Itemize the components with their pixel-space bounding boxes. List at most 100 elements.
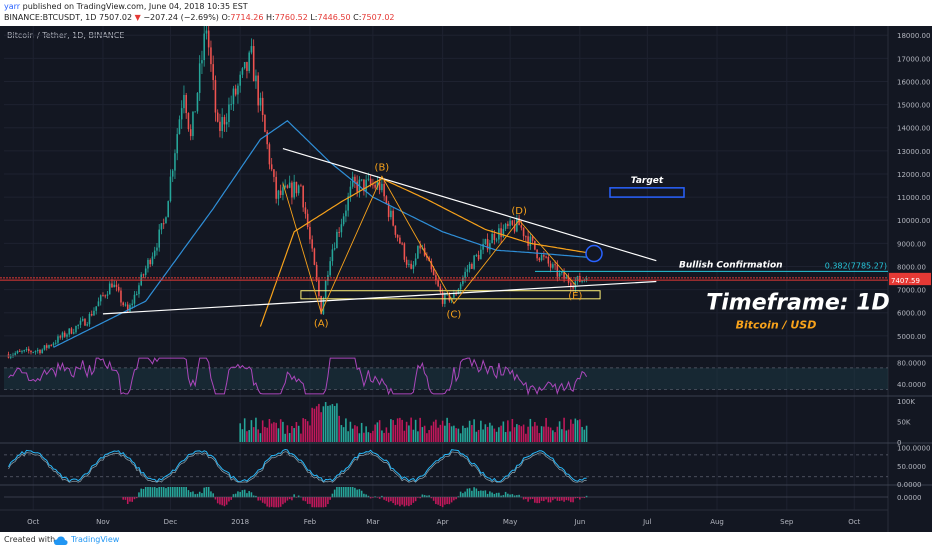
candle-body xyxy=(356,181,358,192)
volume-bar xyxy=(376,422,379,442)
volume-bar xyxy=(471,425,473,442)
volume-bar xyxy=(509,431,511,442)
macd-histogram-bar xyxy=(183,487,185,498)
candle-body xyxy=(448,293,451,301)
macd-histogram-bar xyxy=(450,497,453,503)
macd-histogram-bar xyxy=(372,497,374,498)
macd-histogram-bar xyxy=(516,495,518,498)
volume-bar xyxy=(405,421,408,442)
macd-histogram-bar xyxy=(403,497,406,507)
candle-body xyxy=(464,271,466,278)
candle-body xyxy=(480,249,482,260)
macd-histogram-bar xyxy=(228,497,230,502)
candle-body xyxy=(342,216,345,225)
candle-body xyxy=(149,259,151,265)
moving-average-blue xyxy=(53,120,587,348)
volume-bar xyxy=(291,426,293,442)
candle-body xyxy=(257,75,259,106)
candle-body xyxy=(50,345,53,347)
candle-body xyxy=(93,310,95,316)
chart-area[interactable]: Bitcoin / Tether, 1D, BINANCE 18000.00 170… xyxy=(0,26,932,532)
macd-histogram-bar xyxy=(489,491,491,498)
author-link[interactable]: yarr xyxy=(4,2,21,11)
macd-histogram-bar xyxy=(351,487,354,498)
macd-histogram-bar xyxy=(140,488,142,498)
candle-body xyxy=(277,190,280,199)
candle-body xyxy=(77,324,80,326)
macd-histogram-bar xyxy=(426,495,428,498)
volume-bar xyxy=(417,431,419,442)
volume-bar xyxy=(277,428,280,442)
macd-histogram-bar xyxy=(448,497,451,505)
candle-body xyxy=(381,183,383,191)
macd-histogram-bar xyxy=(441,497,444,508)
macd-histogram-bar xyxy=(286,497,289,501)
candle-body xyxy=(482,243,484,250)
volume-bar xyxy=(367,432,370,442)
volume-bar xyxy=(493,428,496,442)
volume-bar xyxy=(547,426,550,442)
candle-body xyxy=(270,164,273,170)
macd-histogram-bar xyxy=(284,497,286,503)
candle-body xyxy=(185,95,187,114)
time-tick-label: Mar xyxy=(366,518,379,526)
time-tick-label: Dec xyxy=(164,518,178,526)
macd-histogram-bar xyxy=(552,497,554,501)
candle-body xyxy=(570,282,572,288)
publish-line: yarr published on TradingView.com, June … xyxy=(4,2,248,11)
candle-body xyxy=(511,220,514,225)
candle-body xyxy=(471,263,473,269)
chart-svg[interactable]: Bitcoin / Tether, 1D, BINANCE 18000.00170… xyxy=(0,26,932,532)
macd-histogram-bar xyxy=(538,497,541,504)
candle-body xyxy=(126,304,129,312)
volume-bar xyxy=(543,426,545,442)
volume-bar xyxy=(390,419,392,442)
macd-histogram-bar xyxy=(266,497,268,507)
macd-histogram-bar xyxy=(174,487,176,498)
macd-histogram-bar xyxy=(133,497,136,500)
volume-bar xyxy=(333,405,336,442)
close-label: C: xyxy=(353,13,362,22)
macd-histogram-bar xyxy=(509,494,511,498)
candle-body xyxy=(547,257,550,264)
macd-histogram-bar xyxy=(187,490,190,498)
macd-histogram-bar xyxy=(162,487,165,498)
candle-body xyxy=(477,254,480,260)
candle-body xyxy=(113,284,116,288)
candle-body xyxy=(304,207,307,214)
macd-histogram-bar xyxy=(304,497,307,502)
macd-histogram-bar xyxy=(333,489,336,498)
candle-body xyxy=(142,274,145,276)
price-tick-label: 6000.00 xyxy=(897,310,926,318)
macd-histogram-bar xyxy=(480,490,482,498)
macd-histogram-bar xyxy=(401,497,403,505)
candle-body xyxy=(331,249,334,262)
price-badge xyxy=(889,275,931,286)
candle-body xyxy=(124,304,127,306)
macd-histogram-bar xyxy=(171,487,174,498)
candle-body xyxy=(309,226,311,240)
macd-histogram-bar xyxy=(340,487,343,498)
candle-body xyxy=(324,280,327,299)
volume-bar xyxy=(455,428,457,442)
volume-tick-label: 0 xyxy=(897,439,901,447)
candle-body xyxy=(27,348,30,351)
tradingview-brand[interactable]: TradingView xyxy=(71,535,120,544)
macd-histogram-bar xyxy=(358,489,361,498)
volume-bar xyxy=(302,418,304,442)
high-label: H: xyxy=(265,13,275,22)
macd-histogram-bar xyxy=(525,497,527,500)
low-value: 7446.50 xyxy=(317,13,351,22)
wave-label: (A) xyxy=(314,319,329,330)
volume-bar xyxy=(282,421,284,442)
macd-histogram-bar xyxy=(243,489,246,498)
volume-bar xyxy=(288,433,291,442)
candle-body xyxy=(367,178,370,180)
macd-histogram-bar xyxy=(169,487,172,498)
macd-histogram-bar xyxy=(392,497,394,504)
macd-histogram-bar xyxy=(459,491,462,498)
candle-body xyxy=(430,261,433,270)
macd-histogram-bar xyxy=(234,493,237,498)
macd-histogram-bar xyxy=(347,487,349,498)
candle-body xyxy=(306,213,309,227)
